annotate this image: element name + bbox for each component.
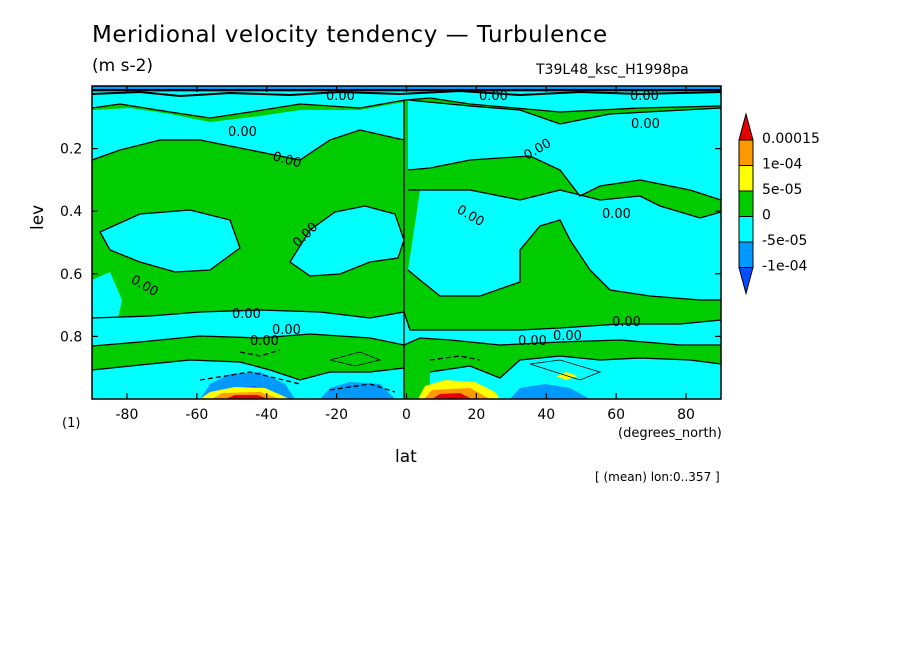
contour-label: 0.00 (250, 334, 279, 349)
colorbar-label: 1e-04 (762, 157, 802, 173)
colorbar-segment (738, 216, 754, 243)
x-tick-label: -80 (116, 407, 139, 423)
contour-line-1 (92, 97, 721, 119)
panel-label: (1) (62, 416, 81, 431)
fill-blue-nh (510, 384, 590, 399)
chart-title: Meridional velocity tendency — Turbulenc… (92, 22, 608, 48)
contour-label: 0.00 (271, 149, 303, 171)
fill-cyan-surface-nh (430, 356, 721, 399)
y-tick-label: 0.6 (60, 267, 82, 283)
contour-line-3 (92, 129, 405, 161)
contour-label: 0.00 (518, 334, 547, 349)
colorbar: 0.00015 1e-04 5e-05 0 -5e-05 -1e-04 (738, 112, 820, 296)
units-label: (m s-2) (92, 56, 154, 76)
x-axis-label: lat (395, 447, 417, 467)
colorbar-segment (738, 165, 754, 192)
contour-label: 0.00 (228, 125, 257, 140)
colorbar-top-arrow (738, 112, 754, 141)
x-tick-label: -60 (185, 407, 208, 423)
fill-cyan-nh-right (408, 190, 721, 300)
fill-red-nh (432, 393, 472, 399)
fill-blue-sh2 (320, 382, 395, 399)
contour-label: 0.00 (602, 207, 631, 222)
contour-label: 0.00 (272, 323, 301, 338)
contour-label: 0.00 (232, 307, 261, 322)
fill-red-sh (225, 395, 268, 399)
x-tick-label: 80 (677, 407, 695, 423)
colorbar-label: 0 (762, 208, 771, 224)
x-tick-label: 40 (537, 407, 555, 423)
fill-cyan-sh-left (100, 210, 240, 272)
contour-line-9 (92, 309, 721, 331)
contour-line-dashed (199, 349, 481, 393)
colorbar-bottom-arrow (738, 267, 754, 296)
y-tick-label: 0.4 (60, 204, 82, 220)
x-tick-label: 60 (607, 407, 625, 423)
contour-line-thin (329, 351, 602, 381)
colorbar-label: 0.00015 (762, 131, 820, 147)
fill-cyan-sh-upper (92, 102, 404, 160)
x-tick-label: 20 (467, 407, 485, 423)
run-label: T39L48_ksc_H1998pa (536, 62, 689, 78)
contour-line-8 (407, 219, 721, 301)
fill-cyan-sh-mid (290, 206, 404, 276)
y-ticks: 0.2 0.4 0.6 0.8 (60, 142, 721, 345)
mean-note: [ (mean) lon:0..357 ] (595, 470, 720, 484)
fill-cyan-nh-upper (408, 100, 721, 200)
contour-line-13 (429, 355, 721, 379)
x-ticks: -80 -60 -40 -20 0 20 40 60 80 (116, 86, 695, 423)
colorbar-label: 5e-05 (762, 182, 802, 198)
x-axis-unit: (degrees_north) (618, 426, 722, 441)
contour-label: 0.00 (553, 329, 582, 344)
colorbar-segment (738, 241, 754, 268)
contour-fills (92, 86, 721, 399)
contour-lines (92, 97, 721, 399)
colorbar-label: -1e-04 (762, 259, 808, 275)
contour-label: 0.00 (631, 117, 660, 132)
contour-line-10 (92, 333, 721, 347)
contour-line-5 (99, 209, 241, 273)
contour-label: 0.00 (612, 315, 641, 330)
y-tick-label: 0.2 (60, 142, 82, 158)
colorbar-segment (738, 190, 754, 217)
colorbar-label: -5e-05 (762, 233, 807, 249)
contour-label: 0.00 (630, 89, 659, 104)
x-tick-label: -20 (325, 407, 348, 423)
contour-line-12 (92, 359, 405, 381)
y-tick-label: 0.8 (60, 329, 82, 345)
contour-label: 0.00 (326, 89, 355, 104)
contour-line-7 (408, 189, 721, 219)
contour-line-2 (407, 99, 721, 125)
x-tick-label: -40 (255, 407, 278, 423)
fill-cyan-left-strip (92, 272, 122, 318)
contour-label: 0.00 (479, 89, 508, 104)
x-tick-label: 0 (402, 407, 411, 423)
colorbar-segment (738, 139, 754, 166)
contour-line-4 (407, 155, 721, 201)
